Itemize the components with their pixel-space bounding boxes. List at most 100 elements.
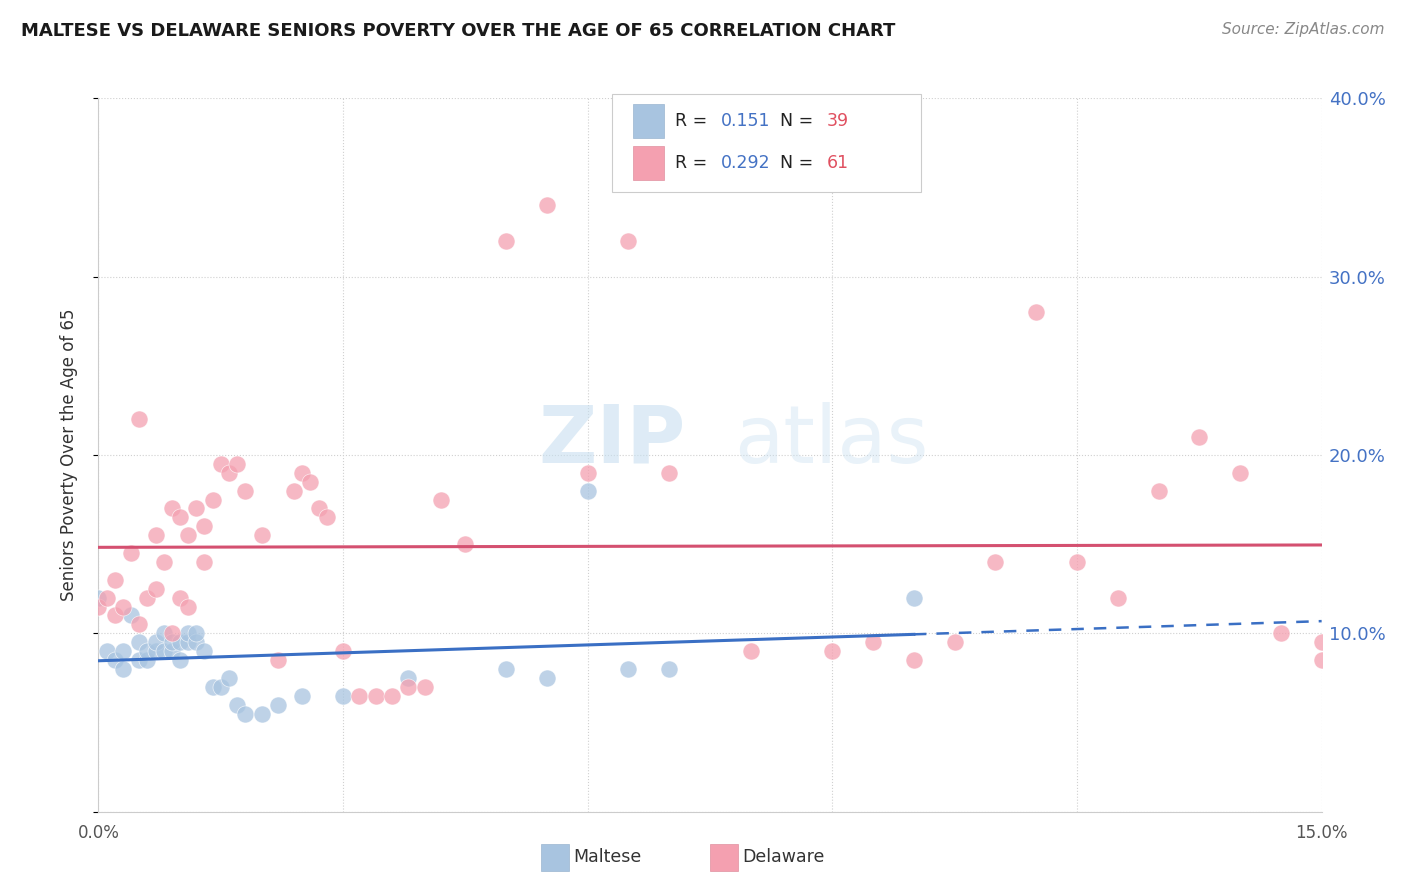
Point — [152, 626, 174, 640]
Point — [136, 653, 159, 667]
Point — [454, 537, 477, 551]
Point — [283, 483, 305, 498]
Text: 39: 39 — [827, 112, 849, 130]
Point — [145, 528, 167, 542]
Point — [193, 519, 215, 533]
Point — [104, 573, 127, 587]
Point — [136, 591, 159, 605]
Point — [1147, 483, 1170, 498]
Point — [658, 466, 681, 480]
Point — [218, 466, 240, 480]
Text: 0.151: 0.151 — [721, 112, 770, 130]
Point — [177, 528, 200, 542]
Point — [1188, 430, 1211, 444]
Point — [903, 591, 925, 605]
Point — [495, 234, 517, 248]
Point — [201, 680, 224, 694]
Point — [186, 501, 208, 516]
Text: 0.292: 0.292 — [721, 154, 770, 172]
Point — [186, 626, 208, 640]
Text: Delaware: Delaware — [742, 848, 825, 866]
Text: R =: R = — [675, 154, 713, 172]
Point — [128, 653, 150, 667]
Point — [495, 662, 517, 676]
Point — [226, 457, 249, 471]
Point — [1310, 653, 1333, 667]
Text: ZIP: ZIP — [538, 401, 686, 480]
Point — [145, 635, 167, 649]
Point — [1107, 591, 1129, 605]
Text: N =: N = — [780, 112, 820, 130]
Point — [218, 671, 240, 685]
Point — [536, 198, 558, 212]
Point — [617, 234, 640, 248]
Point — [1025, 305, 1047, 319]
Text: 61: 61 — [827, 154, 849, 172]
Point — [193, 644, 215, 658]
Point — [267, 653, 290, 667]
Point — [658, 662, 681, 676]
Point — [862, 635, 884, 649]
Point — [136, 644, 159, 658]
Point — [536, 671, 558, 685]
Text: R =: R = — [675, 112, 713, 130]
Point — [128, 635, 150, 649]
Point — [209, 457, 232, 471]
Point — [160, 501, 183, 516]
Point — [740, 644, 762, 658]
Point — [120, 608, 142, 623]
Point — [250, 706, 273, 721]
Point — [87, 599, 110, 614]
Point — [128, 412, 150, 426]
Point — [308, 501, 330, 516]
Point — [396, 680, 419, 694]
Point — [209, 680, 232, 694]
Point — [169, 635, 191, 649]
Point — [193, 555, 215, 569]
Point — [177, 599, 200, 614]
Point — [1066, 555, 1088, 569]
Point — [177, 626, 200, 640]
Point — [111, 644, 134, 658]
Point — [169, 653, 191, 667]
Point — [145, 644, 167, 658]
Point — [396, 671, 419, 685]
Point — [111, 662, 134, 676]
Point — [332, 644, 354, 658]
Point — [201, 492, 224, 507]
Point — [291, 466, 314, 480]
Text: Maltese: Maltese — [574, 848, 643, 866]
Point — [177, 635, 200, 649]
Point — [984, 555, 1007, 569]
Point — [349, 689, 371, 703]
Point — [315, 510, 337, 524]
Point — [160, 626, 183, 640]
Y-axis label: Seniors Poverty Over the Age of 65: Seniors Poverty Over the Age of 65 — [59, 309, 77, 601]
Point — [267, 698, 290, 712]
Point — [145, 582, 167, 596]
Point — [169, 510, 191, 524]
Point — [943, 635, 966, 649]
Point — [96, 591, 118, 605]
Point — [576, 466, 599, 480]
Point — [96, 644, 118, 658]
Text: Source: ZipAtlas.com: Source: ZipAtlas.com — [1222, 22, 1385, 37]
Point — [233, 483, 256, 498]
Point — [120, 546, 142, 560]
Point — [903, 653, 925, 667]
Point — [152, 555, 174, 569]
Point — [152, 644, 174, 658]
Text: atlas: atlas — [734, 401, 929, 480]
Point — [381, 689, 404, 703]
Point — [1270, 626, 1292, 640]
Point — [186, 635, 208, 649]
Point — [291, 689, 314, 703]
Point — [160, 644, 183, 658]
Point — [233, 706, 256, 721]
Point — [160, 635, 183, 649]
Point — [169, 591, 191, 605]
Point — [104, 608, 127, 623]
Point — [617, 662, 640, 676]
Point — [430, 492, 453, 507]
Point — [250, 528, 273, 542]
